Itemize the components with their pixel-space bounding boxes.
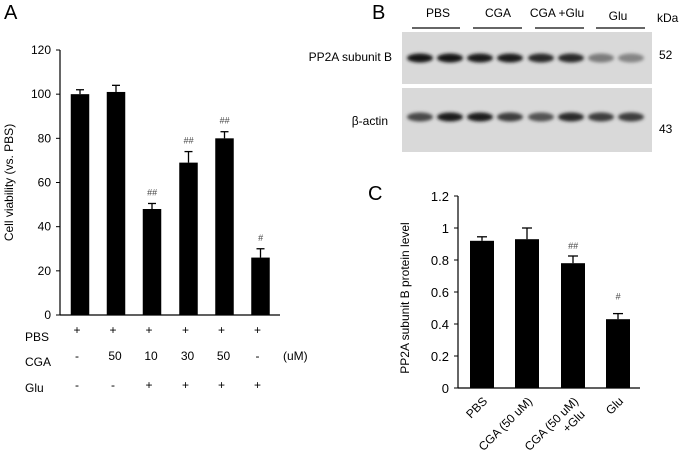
condition-value: + xyxy=(145,323,152,337)
y-tick-label: 0 xyxy=(442,381,449,396)
bar xyxy=(251,257,270,315)
protein-band xyxy=(497,112,523,122)
panel-c-letter: C xyxy=(368,183,383,205)
group-label: CGA +Glu xyxy=(530,6,584,20)
bar xyxy=(142,209,162,315)
protein-band xyxy=(528,112,554,122)
condition-value: 30 xyxy=(181,349,195,363)
protein-band xyxy=(467,112,493,122)
significance-mark: # xyxy=(258,233,264,243)
condition-value: + xyxy=(218,378,225,392)
significance-mark: ## xyxy=(183,136,194,146)
condition-value: - xyxy=(111,378,115,392)
protein-band xyxy=(618,112,644,122)
unit-label: (uM) xyxy=(283,349,308,363)
panel-c-bar-chart: 0 0.2 0.4 0.6 0.8 1 1.2 PP2A subunit B protein … xyxy=(398,189,640,454)
bar xyxy=(179,162,198,315)
condition-value: + xyxy=(109,323,116,337)
protein-band xyxy=(467,53,493,63)
y-axis-label: PP2A subunit B protein level xyxy=(398,222,412,373)
y-tick-label: 40 xyxy=(38,220,52,234)
y-tick-label: 1.2 xyxy=(431,189,449,204)
group-label: Glu xyxy=(609,9,628,23)
panel-b-letter: B xyxy=(372,2,386,24)
protein-band xyxy=(437,53,463,63)
condition-value: 50 xyxy=(108,349,122,363)
group-label: PBS xyxy=(426,6,450,20)
protein-band xyxy=(588,53,614,63)
condition-value: + xyxy=(254,378,261,392)
condition-value: + xyxy=(182,378,189,392)
significance-mark: ## xyxy=(568,241,579,251)
condition-label: CGA xyxy=(25,355,51,369)
condition-value: 50 xyxy=(217,349,231,363)
bar xyxy=(70,94,90,316)
bar xyxy=(606,319,630,388)
y-tick-label: 0.4 xyxy=(431,317,449,332)
blot-membrane xyxy=(402,88,652,152)
protein-band xyxy=(497,53,523,63)
y-axis-label: Cell viability (vs. PBS) xyxy=(2,124,16,241)
condition-value: - xyxy=(75,349,79,363)
bar xyxy=(470,240,494,388)
significance-mark: ## xyxy=(147,187,158,197)
y-tick-label: 0 xyxy=(44,308,51,322)
y-tick-label: 20 xyxy=(38,264,52,278)
kda-label: kDa xyxy=(657,11,679,25)
bar xyxy=(106,91,126,315)
blot-row-label: β-actin xyxy=(352,114,388,128)
kda-value: 52 xyxy=(659,48,673,62)
condition-label: Glu xyxy=(25,381,44,395)
y-tick-label: 120 xyxy=(31,43,51,57)
y-tick-label: 80 xyxy=(38,131,52,145)
condition-value: + xyxy=(218,323,225,337)
condition-value: + xyxy=(73,323,80,337)
protein-band xyxy=(558,112,584,122)
significance-mark: ## xyxy=(219,116,230,126)
protein-band xyxy=(618,53,644,63)
y-tick-label: 60 xyxy=(38,176,52,190)
y-tick-label: 0.8 xyxy=(431,253,449,268)
condition-value: - xyxy=(256,349,260,363)
condition-value: + xyxy=(182,323,189,337)
bar xyxy=(215,138,234,315)
y-tick-label: 1 xyxy=(442,221,449,236)
bar xyxy=(561,263,585,388)
blot-row-label: PP2A subunit B xyxy=(309,50,392,64)
y-tick-label: 100 xyxy=(31,87,51,101)
panel-a-letter: A xyxy=(4,2,18,24)
protein-band xyxy=(558,53,584,63)
x-category-label: PBS xyxy=(463,394,490,421)
condition-label: PBS xyxy=(25,330,49,344)
condition-value: - xyxy=(75,378,79,392)
condition-value: 10 xyxy=(144,349,158,363)
panel-a-bar-chart: 0 20 40 60 80 100 120 Cell viability (vs. PBS) #… xyxy=(2,43,308,395)
panel-b-western-blot: PBS CGA CGA +Glu Glu kDa PP2A subunit B 52 β-ac… xyxy=(309,6,679,152)
condition-value: + xyxy=(254,323,261,337)
significance-mark: # xyxy=(615,292,621,302)
group-label: CGA xyxy=(485,6,511,20)
kda-value: 43 xyxy=(659,122,673,136)
y-tick-label: 0.6 xyxy=(431,285,449,300)
x-category-label: Glu xyxy=(603,394,626,417)
y-tick-label: 0.2 xyxy=(431,349,449,364)
protein-band xyxy=(407,112,433,122)
protein-band xyxy=(588,112,614,122)
protein-band xyxy=(407,53,433,63)
bar xyxy=(515,239,539,388)
protein-band xyxy=(437,112,463,122)
condition-value: + xyxy=(145,378,152,392)
protein-band xyxy=(528,53,554,63)
